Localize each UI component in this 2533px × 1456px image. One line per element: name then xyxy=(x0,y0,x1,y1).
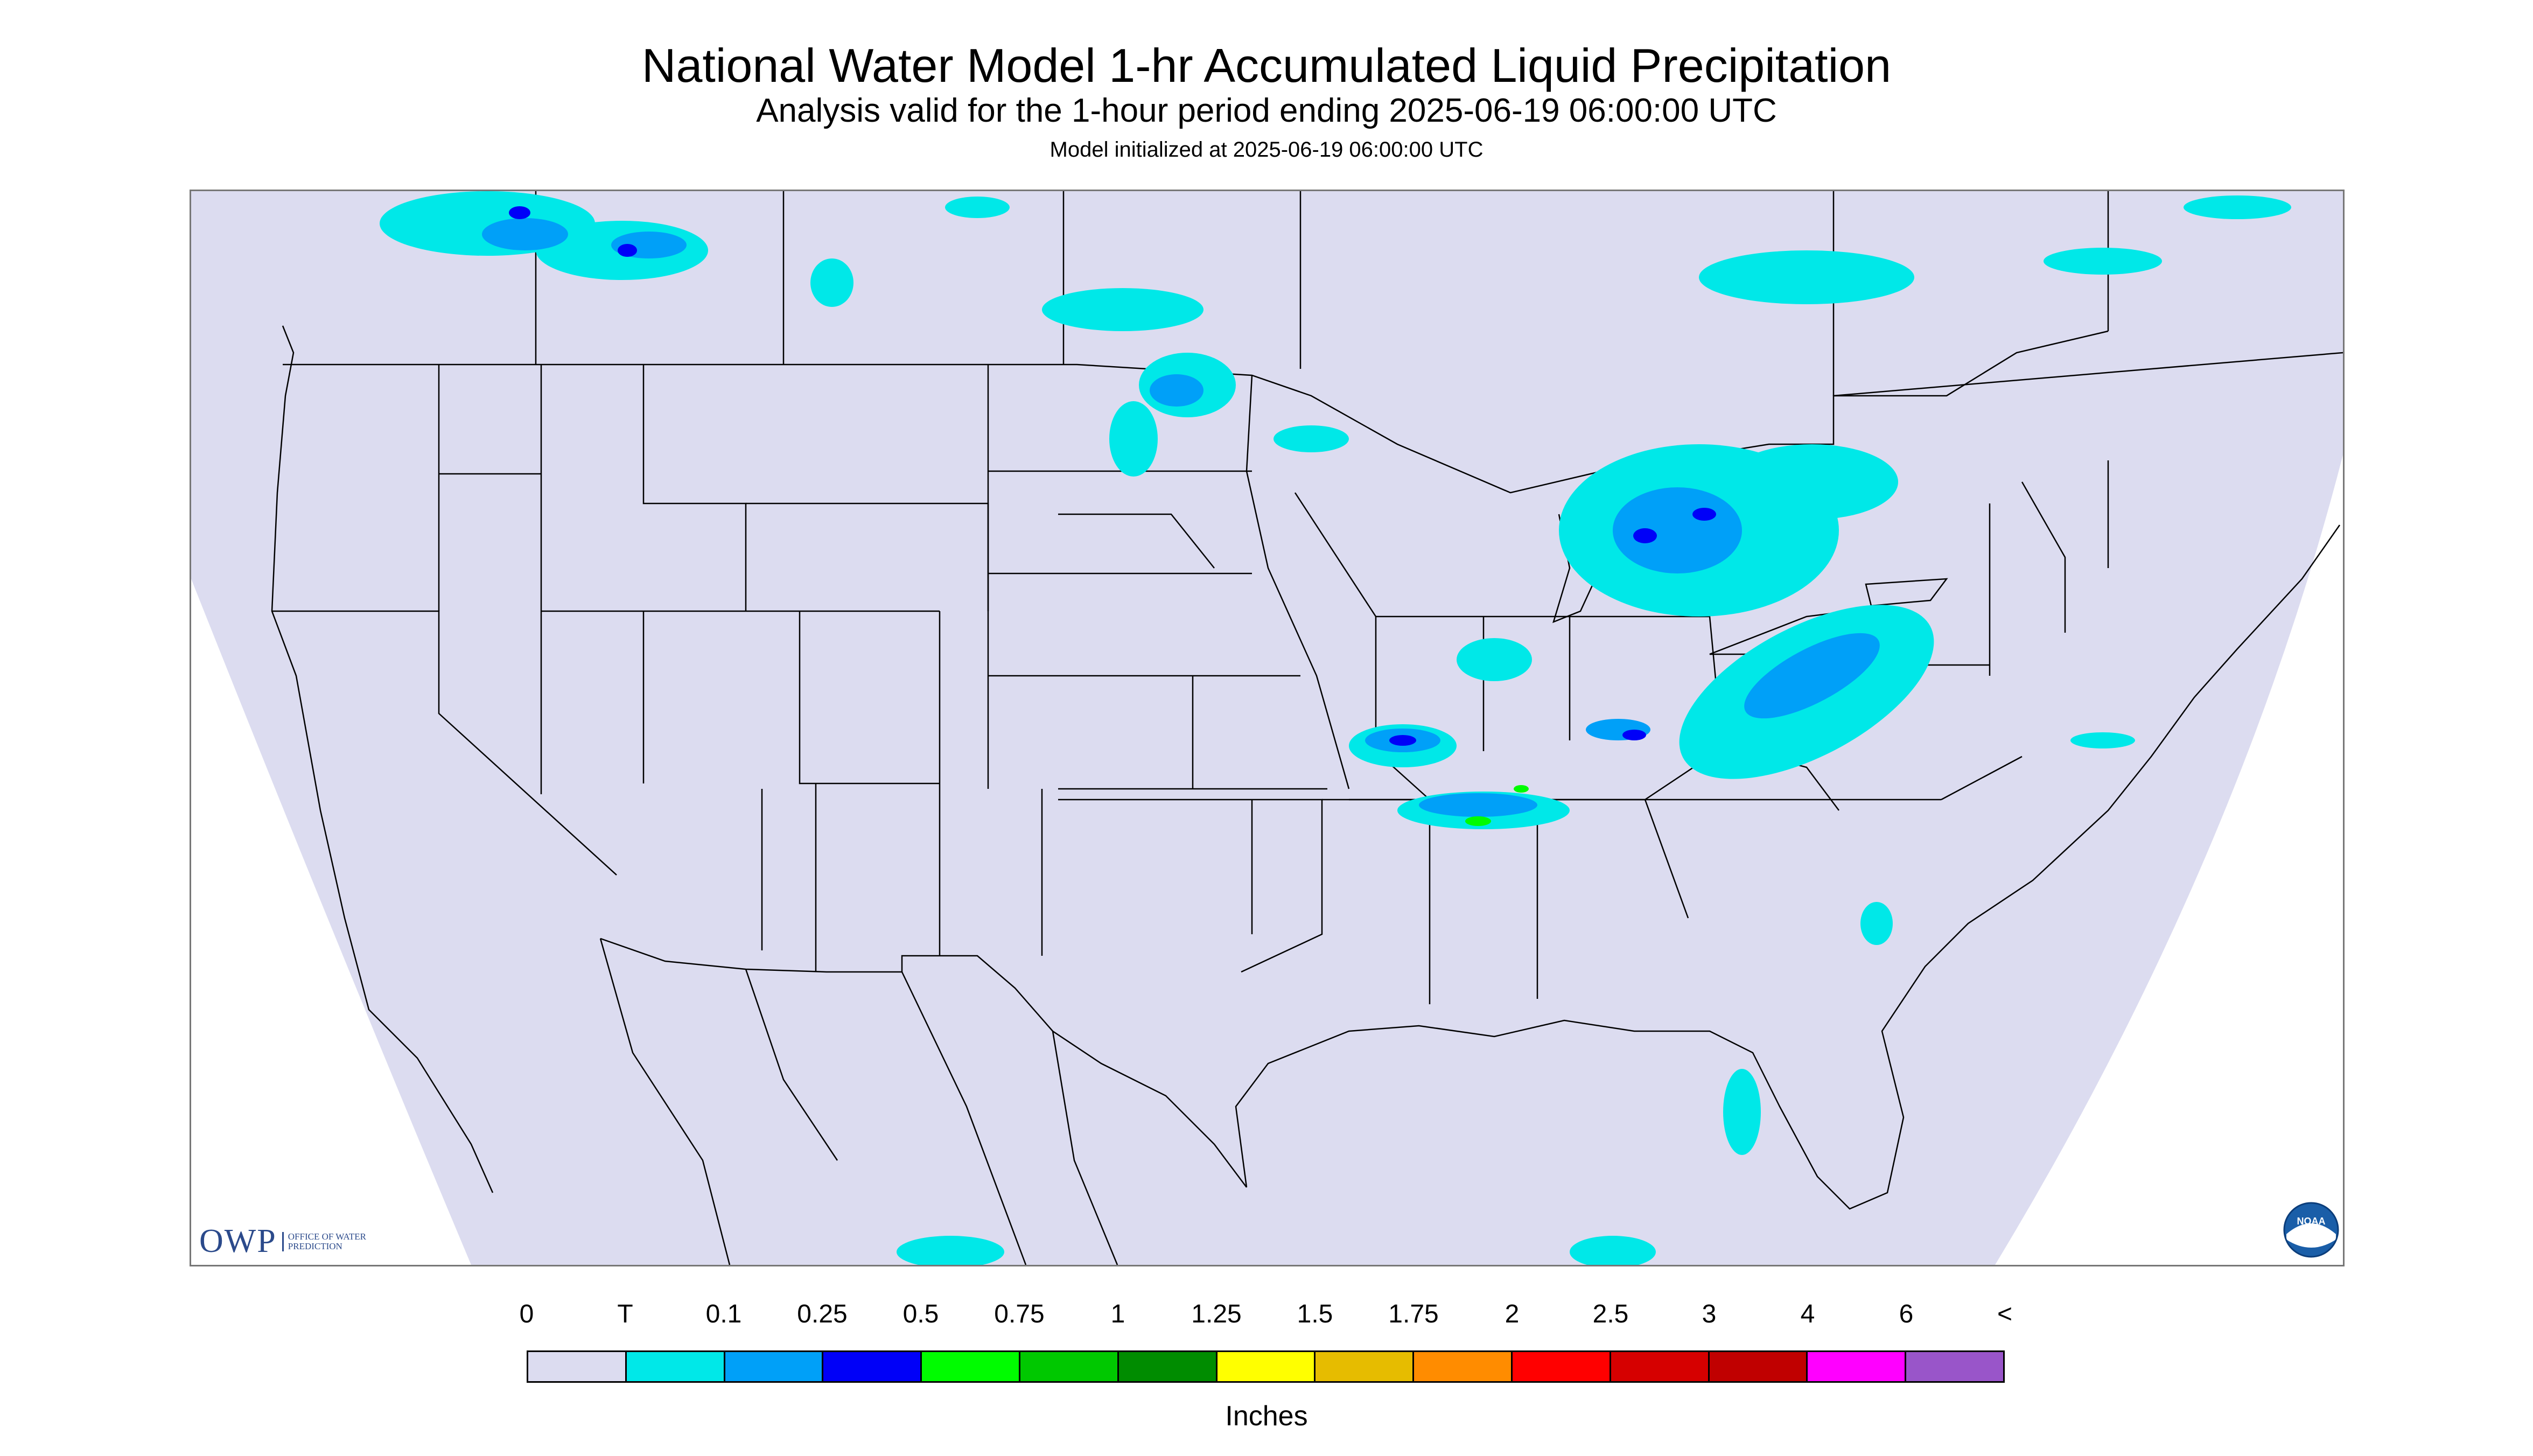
legend-label: 0.1 xyxy=(705,1300,742,1328)
owp-logo: OWP OFFICE OF WATER PREDICTION xyxy=(199,1222,369,1261)
legend-swatch xyxy=(626,1352,725,1381)
legend-label: 1 xyxy=(1110,1300,1125,1328)
legend-swatch xyxy=(922,1352,1020,1381)
legend-labels: 0 T 0.1 0.25 0.5 0.75 1 1.25 1.5 1.75 2 2.5 3 4 6 < xyxy=(520,1299,2012,1332)
legend-label: 0 xyxy=(519,1300,534,1328)
legend-label: 4 xyxy=(1800,1300,1815,1328)
precip-heavy xyxy=(1465,785,1529,826)
legend-swatch xyxy=(725,1352,824,1381)
owp-logo-text: OWP xyxy=(199,1223,277,1259)
legend-label: 1.5 xyxy=(1297,1300,1333,1328)
map-subtitle: Analysis valid for the 1-hour period end… xyxy=(756,92,1777,129)
lake-ontario xyxy=(1865,578,1948,607)
legend-label: < xyxy=(1997,1300,2013,1328)
legend-swatch xyxy=(1020,1352,1119,1381)
legend-label: T xyxy=(617,1300,633,1328)
color-legend: 0 T 0.1 0.25 0.5 0.75 1 1.25 1.5 1.75 2 2.5 3 4 6 < xyxy=(520,1300,2012,1383)
legend-swatch xyxy=(528,1352,627,1381)
legend-label: 2.5 xyxy=(1592,1300,1629,1328)
precip-moderate xyxy=(509,206,1716,746)
legend-units: Inches xyxy=(1225,1401,1308,1432)
legend-label: 0.25 xyxy=(797,1300,848,1328)
gulf-coast xyxy=(1235,524,2341,1210)
legend-label: 1.75 xyxy=(1388,1300,1439,1328)
legend-swatch xyxy=(1118,1352,1217,1381)
noaa-logo-icon: NOAA xyxy=(2283,1202,2339,1258)
noaa-logo-text: NOAA xyxy=(2297,1216,2326,1227)
legend-swatch xyxy=(1217,1352,1316,1381)
legend-swatch xyxy=(1906,1352,2003,1381)
precipitation-map[interactable] xyxy=(190,190,2345,1266)
owp-logo-subtext: OFFICE OF WATER PREDICTION xyxy=(282,1231,369,1251)
legend-swatch xyxy=(1808,1352,1907,1381)
legend-label: 0.75 xyxy=(994,1300,1045,1328)
legend-label: 1.25 xyxy=(1191,1300,1242,1328)
legend-label: 0.5 xyxy=(902,1300,939,1328)
legend-swatch xyxy=(1316,1352,1415,1381)
legend-bar xyxy=(527,1350,2005,1383)
map-title: National Water Model 1-hr Accumulated Li… xyxy=(641,39,1892,92)
legend-label: 3 xyxy=(1702,1300,1717,1328)
legend-swatch xyxy=(1512,1352,1611,1381)
legend-label: 6 xyxy=(1899,1300,1914,1328)
model-init-text: Model initialized at 2025-06-19 06:00:00… xyxy=(1049,138,1484,162)
legend-swatch xyxy=(1611,1352,1710,1381)
legend-swatch xyxy=(1414,1352,1513,1381)
west-coast xyxy=(271,325,494,1193)
legend-label: 2 xyxy=(1505,1300,1520,1328)
legend-swatch xyxy=(823,1352,922,1381)
legend-swatch xyxy=(1709,1352,1808,1381)
